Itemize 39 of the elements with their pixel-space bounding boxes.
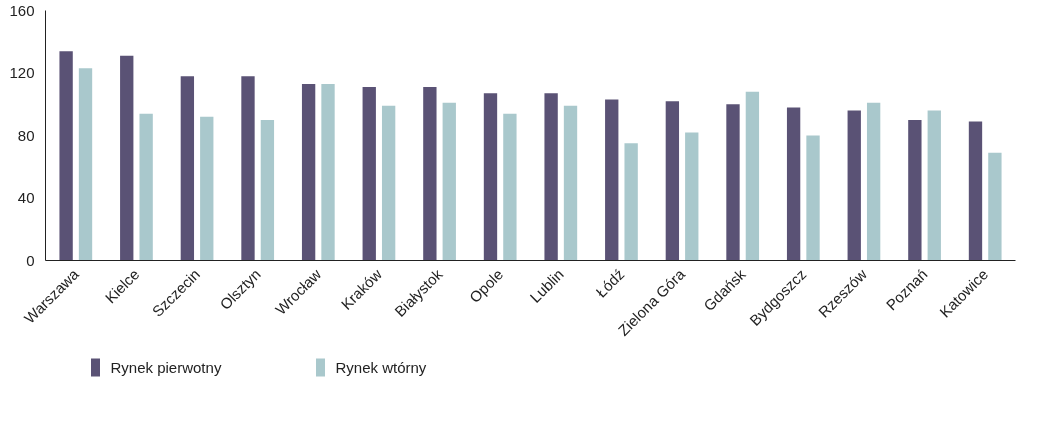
- legend-label: Rynek pierwotny: [110, 359, 222, 376]
- bar: [866, 102, 881, 261]
- bar: [745, 91, 760, 261]
- bar: [968, 121, 983, 261]
- y-tick-label: 0: [26, 251, 35, 269]
- bar: [180, 76, 195, 261]
- bar: [139, 113, 153, 261]
- bar: [624, 143, 638, 261]
- bar: [321, 83, 335, 261]
- bar: [786, 107, 801, 261]
- bar: [120, 55, 134, 261]
- bar: [847, 110, 861, 261]
- bar: [544, 93, 558, 261]
- y-tick-label: 120: [9, 64, 35, 81]
- bar: [423, 87, 437, 261]
- y-tick-label: 160: [9, 1, 35, 19]
- bar: [726, 104, 740, 261]
- bar: [908, 119, 922, 261]
- legend-label: Rynek wtórny: [335, 359, 427, 376]
- y-tick-label: 40: [17, 189, 35, 206]
- bar: [605, 99, 619, 261]
- bar: [988, 152, 1002, 261]
- bar: [78, 68, 93, 261]
- bar: [927, 110, 941, 261]
- bar: [381, 105, 396, 261]
- bar: [483, 93, 498, 261]
- bar: [301, 83, 316, 261]
- bar: [503, 113, 517, 261]
- y-tick-label: 80: [17, 126, 35, 144]
- bar: [59, 51, 73, 261]
- bar: [241, 76, 255, 261]
- bar: [665, 101, 680, 261]
- bar: [362, 87, 376, 261]
- bar: [442, 102, 456, 261]
- bar: [260, 119, 275, 261]
- bar: [685, 132, 699, 261]
- bar: [563, 105, 578, 261]
- bar: [200, 116, 214, 261]
- bar: [806, 135, 820, 261]
